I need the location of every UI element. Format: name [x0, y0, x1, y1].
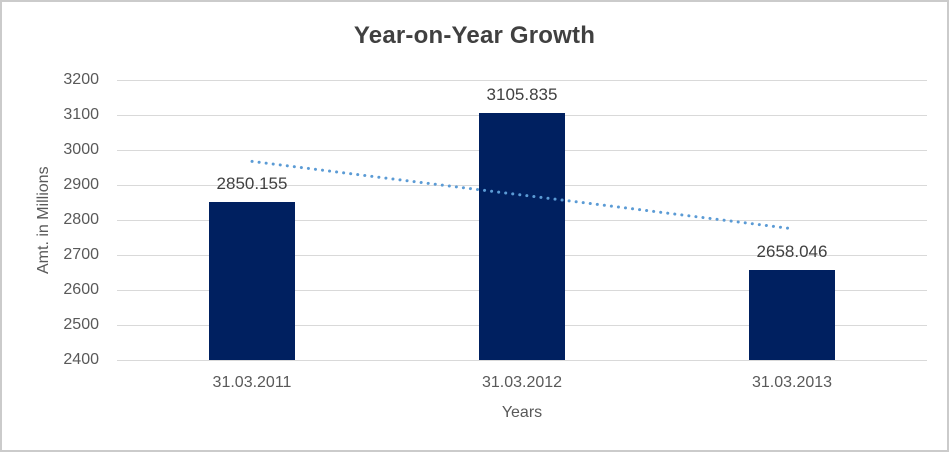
y-tick-label: 2800: [63, 211, 99, 228]
bar-31.03.2013: [749, 269, 835, 360]
y-tick-label: 3000: [63, 141, 99, 158]
gridline: [117, 79, 927, 81]
y-tick-label: 2900: [63, 176, 99, 193]
x-tick-label: 31.03.2012: [481, 374, 563, 391]
x-tick-label: 31.03.2011: [212, 374, 292, 391]
bar-31.03.2012: [479, 112, 565, 360]
bar-data-label: 2850.155: [216, 174, 288, 194]
x-axis-title: Years: [501, 404, 543, 421]
plot-area: [117, 80, 927, 360]
bar-data-label: 3105.835: [486, 84, 558, 104]
y-tick-label: 2400: [63, 351, 99, 368]
bar-31.03.2011: [209, 202, 295, 360]
gridline: [117, 359, 927, 361]
y-tick-label: 2600: [63, 281, 99, 298]
y-tick-label: 3100: [63, 106, 99, 123]
x-tick-label: 31.03.2013: [751, 374, 833, 391]
y-tick-label: 2500: [63, 316, 99, 333]
y-axis-title: Amt. in Millions: [35, 166, 52, 274]
y-tick-label: 2700: [63, 246, 99, 263]
chart-title: Year-on-Year Growth: [353, 22, 596, 49]
y-tick-label: 3200: [63, 71, 99, 88]
bar-data-label: 2658.046: [756, 241, 828, 261]
